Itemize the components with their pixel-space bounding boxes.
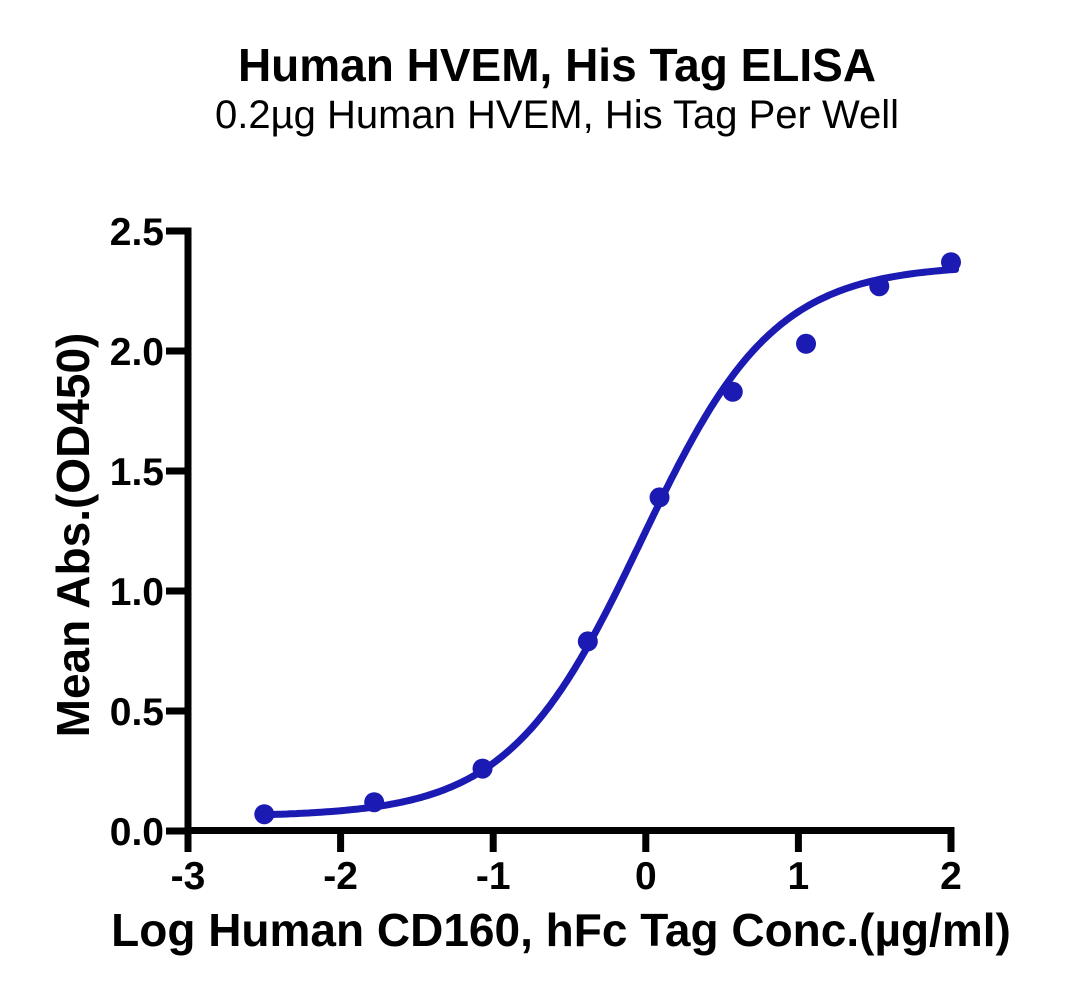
chart-title: Human HVEM, His Tag ELISA (237, 39, 877, 91)
x-tick-label: -2 (323, 855, 358, 898)
y-tick-label: 2.0 (110, 331, 164, 374)
title-block: Human HVEM, His Tag ELISA 0.2µg Human HV… (41, 38, 1073, 138)
data-point (796, 333, 817, 354)
x-axis-title: Log Human CD160, hFc Tag Conc.(µg/ml) (111, 904, 1011, 956)
data-point (649, 487, 670, 508)
x-tick-label: 2 (940, 855, 962, 898)
data-point (364, 792, 385, 813)
x-tick-label: -1 (476, 855, 511, 898)
data-point (472, 758, 493, 779)
data-point (869, 276, 890, 297)
y-tick-label: 0.0 (110, 811, 164, 854)
data-point (941, 252, 961, 273)
y-tick-label: 0.5 (110, 691, 164, 734)
y-tick-label: 2.5 (110, 211, 164, 254)
data-point (254, 804, 275, 825)
data-point (577, 631, 598, 652)
fit-curve (256, 265, 960, 819)
x-tick-label: -3 (171, 855, 206, 898)
y-tick-label: 1.5 (110, 451, 164, 494)
chart-subtitle: 0.2µg Human HVEM, His Tag Per Well (214, 93, 900, 137)
data-point (722, 381, 743, 402)
x-tick-label: 0 (635, 855, 657, 898)
x-tick-label: 1 (788, 855, 810, 898)
y-tick-label: 1.0 (110, 571, 164, 614)
